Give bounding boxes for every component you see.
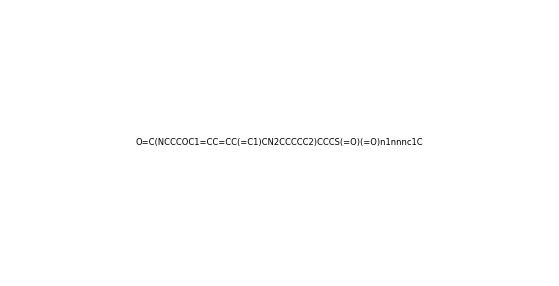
Text: O=C(NCCCOC1=CC=CC(=C1)CN2CCCCC2)CCCS(=O)(=O)n1nnnc1C: O=C(NCCCOC1=CC=CC(=C1)CN2CCCCC2)CCCS(=O)… [136, 138, 423, 148]
